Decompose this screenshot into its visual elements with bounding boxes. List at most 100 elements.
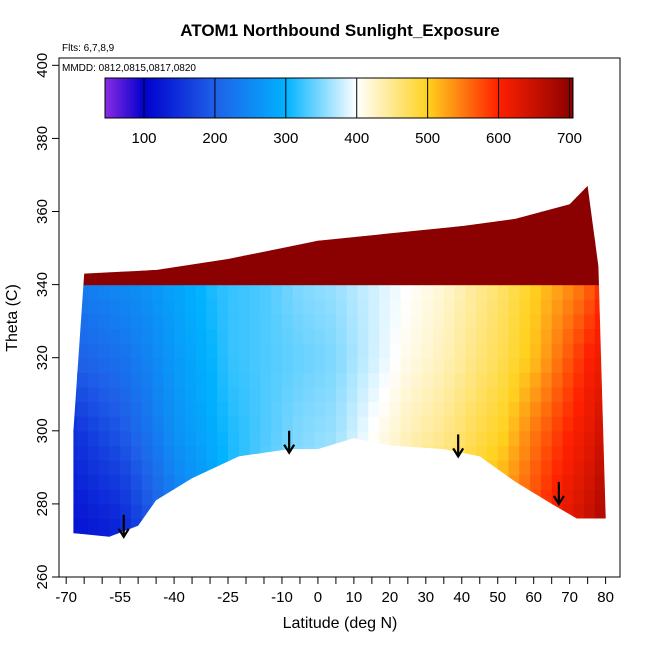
heatmap-cell xyxy=(400,185,412,198)
heatmap-cell xyxy=(163,196,175,213)
heatmap-cell xyxy=(206,328,218,344)
heatmap-cell xyxy=(508,489,520,505)
heatmap-cell xyxy=(606,182,617,197)
heatmap-cell xyxy=(508,313,520,329)
heatmap-cell xyxy=(206,503,218,520)
heatmap-cell xyxy=(508,270,520,286)
heatmap-cell xyxy=(120,196,132,213)
heatmap-cell xyxy=(368,284,380,300)
heatmap-cell xyxy=(443,255,456,271)
heatmap-cell xyxy=(551,299,564,315)
heatmap-cell xyxy=(271,518,283,534)
heatmap-cell xyxy=(346,489,359,505)
heatmap-cell xyxy=(217,226,229,242)
heatmap-cell xyxy=(120,299,132,315)
heatmap-cell xyxy=(465,401,477,417)
heatmap-cell xyxy=(606,241,617,256)
heatmap-cell xyxy=(87,474,100,490)
heatmap-cell xyxy=(292,503,305,520)
heatmap-cell xyxy=(141,503,154,520)
heatmap-cell xyxy=(303,445,315,461)
heatmap-cell xyxy=(422,416,434,432)
heatmap-cell xyxy=(130,386,143,403)
heatmap-cell xyxy=(184,401,197,417)
heatmap-cell xyxy=(163,313,175,329)
heatmap-cell xyxy=(335,328,348,344)
heatmap-cell xyxy=(433,372,445,388)
heatmap-cell xyxy=(174,533,186,537)
heatmap-cell xyxy=(562,474,574,490)
heatmap-cell xyxy=(465,255,477,271)
heatmap-cell xyxy=(422,386,434,403)
heatmap-cell xyxy=(163,343,175,359)
heatmap-cell xyxy=(562,416,574,432)
heatmap-cell xyxy=(314,270,326,286)
heatmap-cell xyxy=(325,416,337,432)
heatmap-cell xyxy=(174,211,186,227)
heatmap-cell xyxy=(606,197,617,212)
heatmap-cell xyxy=(228,226,240,242)
heatmap-cell xyxy=(238,211,251,227)
heatmap-cell xyxy=(141,533,154,537)
heatmap-cell xyxy=(238,416,251,432)
heatmap-cell xyxy=(120,284,132,300)
heatmap-cell xyxy=(476,226,488,242)
heatmap-cell xyxy=(508,357,520,373)
heatmap-cell xyxy=(184,430,197,446)
heatmap-cell xyxy=(411,185,423,198)
heatmap-cell xyxy=(130,430,143,446)
chart-title: ATOM1 Northbound Sunlight_Exposure xyxy=(180,21,500,40)
heatmap-cell xyxy=(368,372,380,388)
heatmap-cell xyxy=(152,460,164,476)
heatmap-cell xyxy=(540,460,553,476)
heatmap-cell xyxy=(77,533,89,537)
heatmap-cell xyxy=(325,313,337,329)
heatmap-cell xyxy=(282,401,294,417)
heatmap-cell xyxy=(584,211,596,227)
heatmap-cell xyxy=(519,460,531,476)
heatmap-cell xyxy=(346,430,359,446)
heatmap-cell xyxy=(130,416,143,432)
heatmap-cell xyxy=(379,518,391,534)
heatmap-cell xyxy=(260,255,272,271)
heatmap-cell xyxy=(130,328,143,344)
heatmap-cell xyxy=(422,503,434,520)
heatmap-cell xyxy=(476,328,488,344)
heatmap-cell xyxy=(238,196,251,213)
heatmap-cell xyxy=(606,343,617,358)
heatmap-cell xyxy=(87,328,100,344)
heatmap-cell xyxy=(400,313,412,329)
heatmap-cell xyxy=(271,343,283,359)
heatmap-cell xyxy=(249,255,261,271)
heatmap-cell xyxy=(551,284,564,300)
heatmap-cell xyxy=(584,284,596,300)
heatmap-cell xyxy=(497,460,510,476)
heatmap-cell xyxy=(465,518,477,534)
heatmap-cell xyxy=(530,211,542,227)
heatmap-cell xyxy=(584,372,596,388)
heatmap-cell xyxy=(303,386,315,403)
heatmap-cell xyxy=(465,328,477,344)
heatmap-cell xyxy=(206,284,218,300)
heatmap-cell xyxy=(519,445,531,461)
heatmap-cell xyxy=(249,445,261,461)
heatmap-cell xyxy=(325,211,337,227)
heatmap-cell xyxy=(249,240,261,256)
heatmap-cell xyxy=(271,489,283,505)
heatmap-cell xyxy=(292,255,305,271)
heatmap-cell xyxy=(368,255,380,271)
x-tick-label: 70 xyxy=(561,589,578,606)
heatmap-cell xyxy=(562,211,574,227)
heatmap-cell xyxy=(260,185,272,198)
heatmap-cell xyxy=(303,430,315,446)
heatmap-cell xyxy=(109,343,121,359)
heatmap-cell xyxy=(530,518,542,534)
heatmap-cell xyxy=(325,386,337,403)
heatmap-cell xyxy=(422,489,434,505)
heatmap-cell xyxy=(454,372,466,388)
heatmap-cell xyxy=(152,430,164,446)
heatmap-cell xyxy=(368,474,380,490)
heatmap-cell xyxy=(152,240,164,256)
heatmap-cell xyxy=(314,416,326,432)
heatmap-cell xyxy=(508,372,520,388)
